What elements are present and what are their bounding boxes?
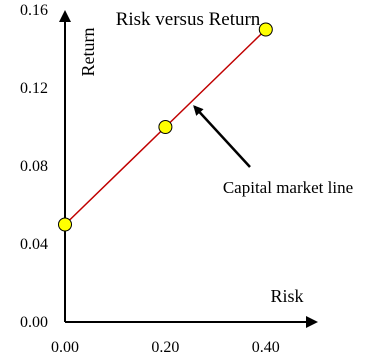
y-tick-label: 0.12 — [20, 80, 48, 97]
x-tick-label: 0.40 — [252, 339, 280, 356]
y-axis-label: Return — [78, 28, 98, 77]
x-axis-label: Risk — [270, 286, 303, 306]
data-point — [58, 217, 72, 232]
data-point — [258, 22, 273, 37]
y-tick-label: 0.16 — [20, 2, 48, 19]
chart-title: Risk versus Return — [116, 9, 261, 30]
x-tick-labels: 0.00 0.20 0.40 — [51, 339, 280, 356]
annotation-arrow — [193, 105, 251, 168]
y-axis-arrow — [59, 10, 71, 22]
y-tick-label: 0.04 — [20, 236, 48, 253]
y-tick-labels: 0.00 0.04 0.08 0.12 0.16 — [20, 2, 48, 331]
data-point — [158, 120, 173, 134]
y-tick-label: 0.00 — [20, 314, 48, 331]
x-tick-label: 0.00 — [51, 339, 79, 356]
series-group — [58, 22, 273, 232]
x-axis-arrow — [306, 316, 318, 328]
y-tick-label: 0.08 — [20, 158, 48, 175]
x-tick-label: 0.20 — [151, 339, 179, 356]
annotation-label: Capital market line — [223, 178, 353, 197]
